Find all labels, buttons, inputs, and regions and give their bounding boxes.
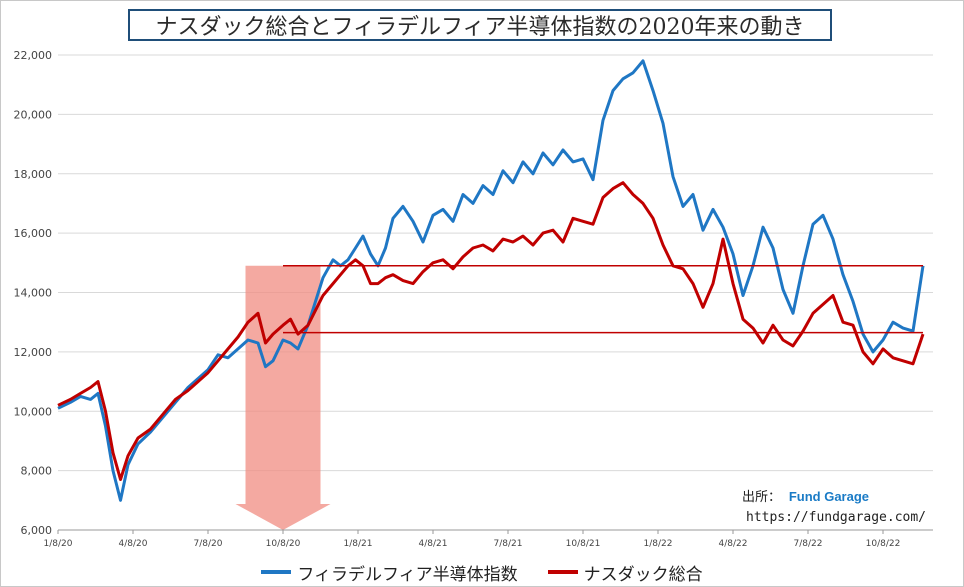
y-tick-label: 6,000 — [21, 524, 53, 537]
legend-label-sox: フィラデルフィア半導体指数 — [297, 564, 518, 585]
y-tick-label: 16,000 — [14, 227, 53, 240]
gridlines — [58, 54, 933, 472]
y-tick-label: 22,000 — [14, 49, 53, 62]
x-tick-label: 10/8/22 — [866, 539, 901, 549]
legend-label-nasdaq: ナスダック総合 — [583, 564, 703, 585]
series-sox — [57, 59, 925, 502]
y-tick-label: 10,000 — [14, 405, 53, 418]
y-tick-label: 20,000 — [14, 108, 53, 121]
x-tick-label: 7/8/22 — [794, 539, 823, 549]
x-axis-ticks: 1/8/20 4/8/20 7/8/20 10/8/20 1/8/21 4/8/21 7/8… — [44, 530, 901, 549]
legend-swatch-sox — [261, 570, 292, 574]
y-tick-label: 18,000 — [14, 168, 53, 181]
legend-item-sox: フィラデルフィア半導体指数 — [261, 560, 518, 585]
highlight-arrow — [235, 265, 331, 530]
series-line — [57, 59, 925, 502]
x-tick-label: 10/8/20 — [266, 539, 301, 549]
source-brand: Fund Garage — [788, 489, 870, 504]
series-layer — [57, 59, 925, 502]
x-tick-label: 4/8/22 — [719, 539, 748, 549]
x-tick-label: 10/8/21 — [566, 539, 601, 549]
y-axis-ticks: 6,000 8,000 10,000 12,000 14,000 16,000 18,000… — [14, 49, 53, 537]
series-line — [57, 181, 925, 481]
x-tick-label: 7/8/21 — [494, 539, 523, 549]
chart-title: ナスダック総合とフィラデルフィア半導体指数の2020年来の動き — [128, 9, 832, 41]
y-tick-label: 14,000 — [14, 287, 53, 300]
source-url: https://fundgarage.com/ — [746, 510, 927, 525]
legend-item-nasdaq: ナスダック総合 — [547, 560, 703, 585]
x-tick-label: 1/8/22 — [644, 539, 673, 549]
x-tick-label: 1/8/21 — [344, 539, 373, 549]
x-tick-label: 4/8/21 — [419, 539, 448, 549]
highlight-arrow-layer — [235, 265, 331, 530]
x-tick-label: 1/8/20 — [44, 539, 73, 549]
y-tick-label: 12,000 — [14, 346, 53, 359]
legend: フィラデルフィア半導体指数 ナスダック総合 — [0, 560, 964, 585]
legend-swatch-nasdaq — [547, 570, 578, 574]
source-prefix: 出所： — [742, 490, 782, 505]
source-label: 出所： Fund Garage — [742, 486, 869, 505]
series-nasdaq — [57, 181, 925, 481]
x-tick-label: 7/8/20 — [194, 539, 223, 549]
y-tick-label: 8,000 — [21, 465, 53, 478]
x-tick-label: 4/8/20 — [119, 539, 148, 549]
reference-lines-layer — [283, 265, 923, 334]
